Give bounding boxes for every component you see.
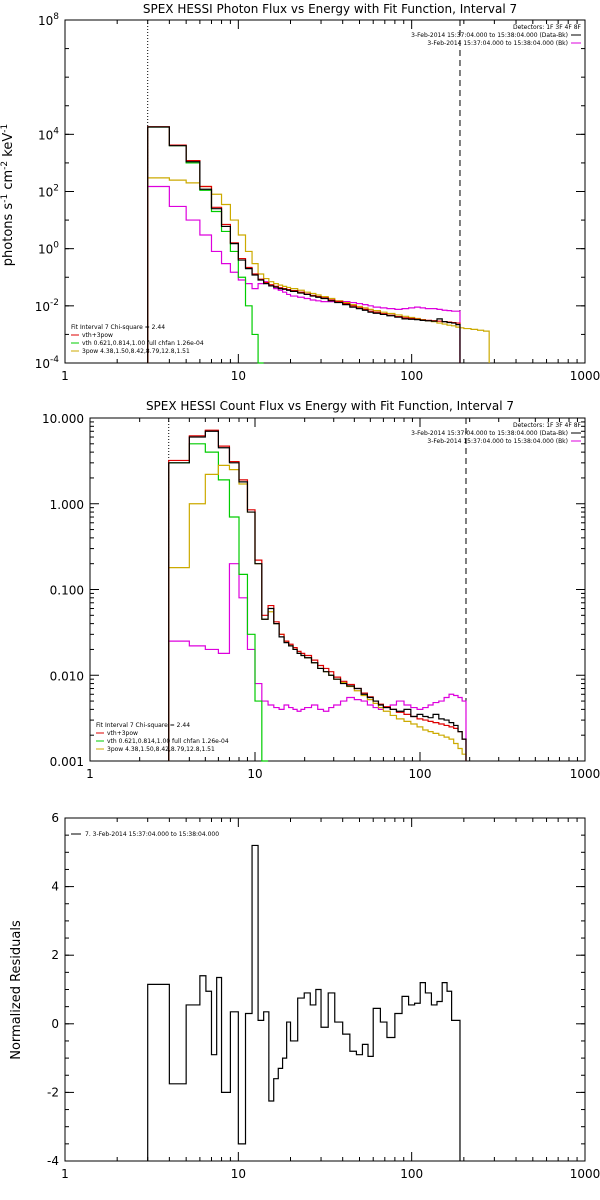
legend-fit-header: Fit Interval 7 Chi-square = 2.44 — [96, 722, 190, 729]
x-tick-label: 10 — [231, 1167, 246, 1181]
legend-detectors: Detectors: 1F 3F 4F 8F — [513, 422, 582, 429]
x-tick-label: 1 — [61, 369, 69, 383]
y-tick-label: 104 — [38, 126, 59, 142]
y-tick-label: -4 — [47, 1154, 59, 1168]
legend-entry: 3-Feb-2014 15:37:04.000 to 15:38:04.000 … — [427, 40, 568, 47]
y-tick-label: 6 — [51, 811, 59, 825]
legend-entry: vth 0.621,0.814,1.00 full chfan 1.26e-04 — [82, 340, 204, 347]
photon-flux-panel: SPEX HESSI Photon Flux vs Energy with Fi… — [0, 2, 600, 383]
legend-detectors: Detectors: 1F 3F 4F 8F — [513, 24, 582, 31]
y-tick-label: 0.100 — [50, 584, 84, 598]
y-tick-label: 0.001 — [50, 755, 84, 769]
count-flux-panel: SPEX HESSI Count Flux vs Energy with Fit… — [42, 399, 600, 781]
series-data-bk — [168, 430, 467, 761]
x-tick-label: 1 — [86, 767, 94, 781]
series-bk — [168, 563, 467, 761]
residuals-panel: Normalized Residuals 1 10 100 1000-4-20246 … — [9, 811, 600, 1181]
y-tick-label: 1.000 — [50, 498, 84, 512]
photon-flux-title: SPEX HESSI Photon Flux vs Energy with Fi… — [143, 2, 517, 16]
y-tick-label: 10-4 — [35, 355, 60, 371]
y-tick-label: 0 — [51, 1017, 59, 1031]
legend-entry: vth+3pow — [82, 332, 113, 339]
legend-entry: 3pow 4.38,1.50,8.42,8.79,12.8,1.51 — [82, 348, 190, 355]
y-tick-label: 100 — [38, 241, 59, 257]
x-tick-label: 1000 — [570, 767, 600, 781]
x-tick-label: 100 — [409, 767, 432, 781]
y-tick-label: -2 — [47, 1085, 59, 1099]
series-bk — [147, 185, 461, 363]
legend-entry: 3-Feb-2014 15:37:04.000 to 15:38:04.000 … — [427, 438, 568, 445]
y-tick-label: 10.000 — [42, 412, 84, 426]
series-data-bk — [147, 126, 461, 363]
x-tick-label: 1000 — [570, 369, 600, 383]
y-tick-label: 10-2 — [35, 298, 59, 314]
photon-flux-ylabel: photons s-1 cm-2 keV-1 — [0, 124, 16, 266]
legend-fit-header: Fit Interval 7 Chi-square = 2.44 — [71, 324, 165, 331]
x-tick-label: 100 — [400, 1167, 423, 1181]
x-tick-label: 1000 — [570, 1167, 600, 1181]
y-tick-label: 4 — [51, 880, 59, 894]
legend-entry: 3-Feb-2014 15:37:04.000 to 15:38:04.000 … — [411, 32, 568, 39]
legend-entry: 7. 3-Feb-2014 15:37:04.000 to 15:38:04.0… — [85, 831, 219, 838]
x-tick-label: 10 — [231, 369, 246, 383]
legend-entry: vth+3pow — [107, 730, 138, 737]
legend-entry: 3pow 4.38,1.50,8.42,8.79,12.8,1.51 — [107, 746, 215, 753]
series-residuals — [147, 844, 461, 1161]
y-tick-label: 102 — [38, 184, 59, 200]
residuals-ylabel: Normalized Residuals — [9, 920, 24, 1060]
series-vth-3pow — [168, 429, 467, 761]
legend-entry: vth 0.621,0.814,1.00 full chfan 1.26e-04 — [107, 738, 229, 745]
y-tick-label: 0.010 — [50, 669, 84, 683]
x-tick-label: 100 — [400, 369, 423, 383]
series-3pow — [147, 177, 490, 363]
count-flux-title: SPEX HESSI Count Flux vs Energy with Fit… — [146, 399, 514, 413]
x-tick-label: 10 — [247, 767, 262, 781]
y-tick-label: 108 — [38, 12, 59, 28]
y-tick-label: 2 — [51, 948, 59, 962]
x-tick-label: 1 — [61, 1167, 69, 1181]
legend-entry: 3-Feb-2014 15:37:04.000 to 15:38:04.000 … — [411, 430, 568, 437]
